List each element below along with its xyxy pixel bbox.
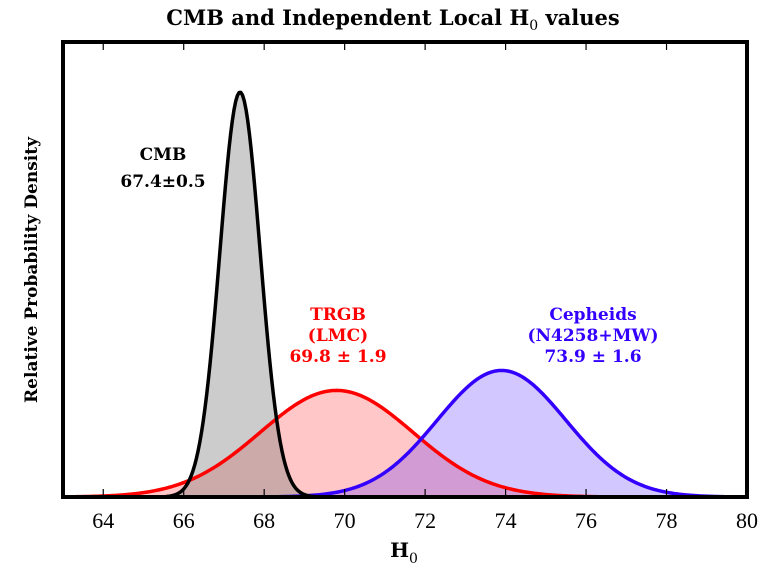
plot-frame: [61, 40, 749, 499]
x-tick-label-76: 76: [575, 508, 597, 533]
annotation-trgb-lmc--line-1: (LMC): [308, 326, 368, 346]
x-tick-label-80: 80: [736, 508, 758, 533]
annotation-cepheids-n4258-mw--line-0: Cepheids: [549, 305, 636, 325]
x-tick-labels: 64 66 68 70 72 74 76 78 80: [92, 508, 758, 533]
annotation-cepheids-n4258-mw--line-1: (N4258+MW): [527, 326, 658, 346]
x-tick-label-72: 72: [414, 508, 436, 533]
x-tick-label-74: 74: [495, 508, 517, 533]
area-trgb-lmc-: [63, 390, 747, 497]
x-tick-label-78: 78: [656, 508, 678, 533]
x-tick-label-64: 64: [92, 508, 114, 533]
annotation-cmb-line-1: 67.4±0.5: [120, 172, 205, 192]
area-cmb: [63, 92, 747, 498]
chart-title: CMB and Independent Local H0 values: [166, 5, 619, 34]
annotations: CMB 67.4±0.5 TRGB(LMC)69.8 ± 1.9 Cepheids(N…: [120, 145, 658, 367]
y-axis-label: Relative Probability Density: [22, 136, 42, 403]
x-tick-label-66: 66: [173, 508, 195, 533]
area-cepheids-n4258-mw-: [63, 370, 747, 497]
annotation-trgb-lmc--line-2: 69.8 ± 1.9: [289, 347, 386, 367]
annotation-cmb-line-0: CMB: [140, 145, 187, 165]
x-axis-label: H0: [390, 538, 418, 567]
x-tick-label-70: 70: [334, 508, 356, 533]
x-ticks: [102, 42, 748, 497]
x-tick-label-68: 68: [253, 508, 275, 533]
annotation-trgb-lmc--line-0: TRGB: [310, 305, 366, 325]
annotation-cepheids-n4258-mw--line-2: 73.9 ± 1.6: [544, 347, 641, 367]
